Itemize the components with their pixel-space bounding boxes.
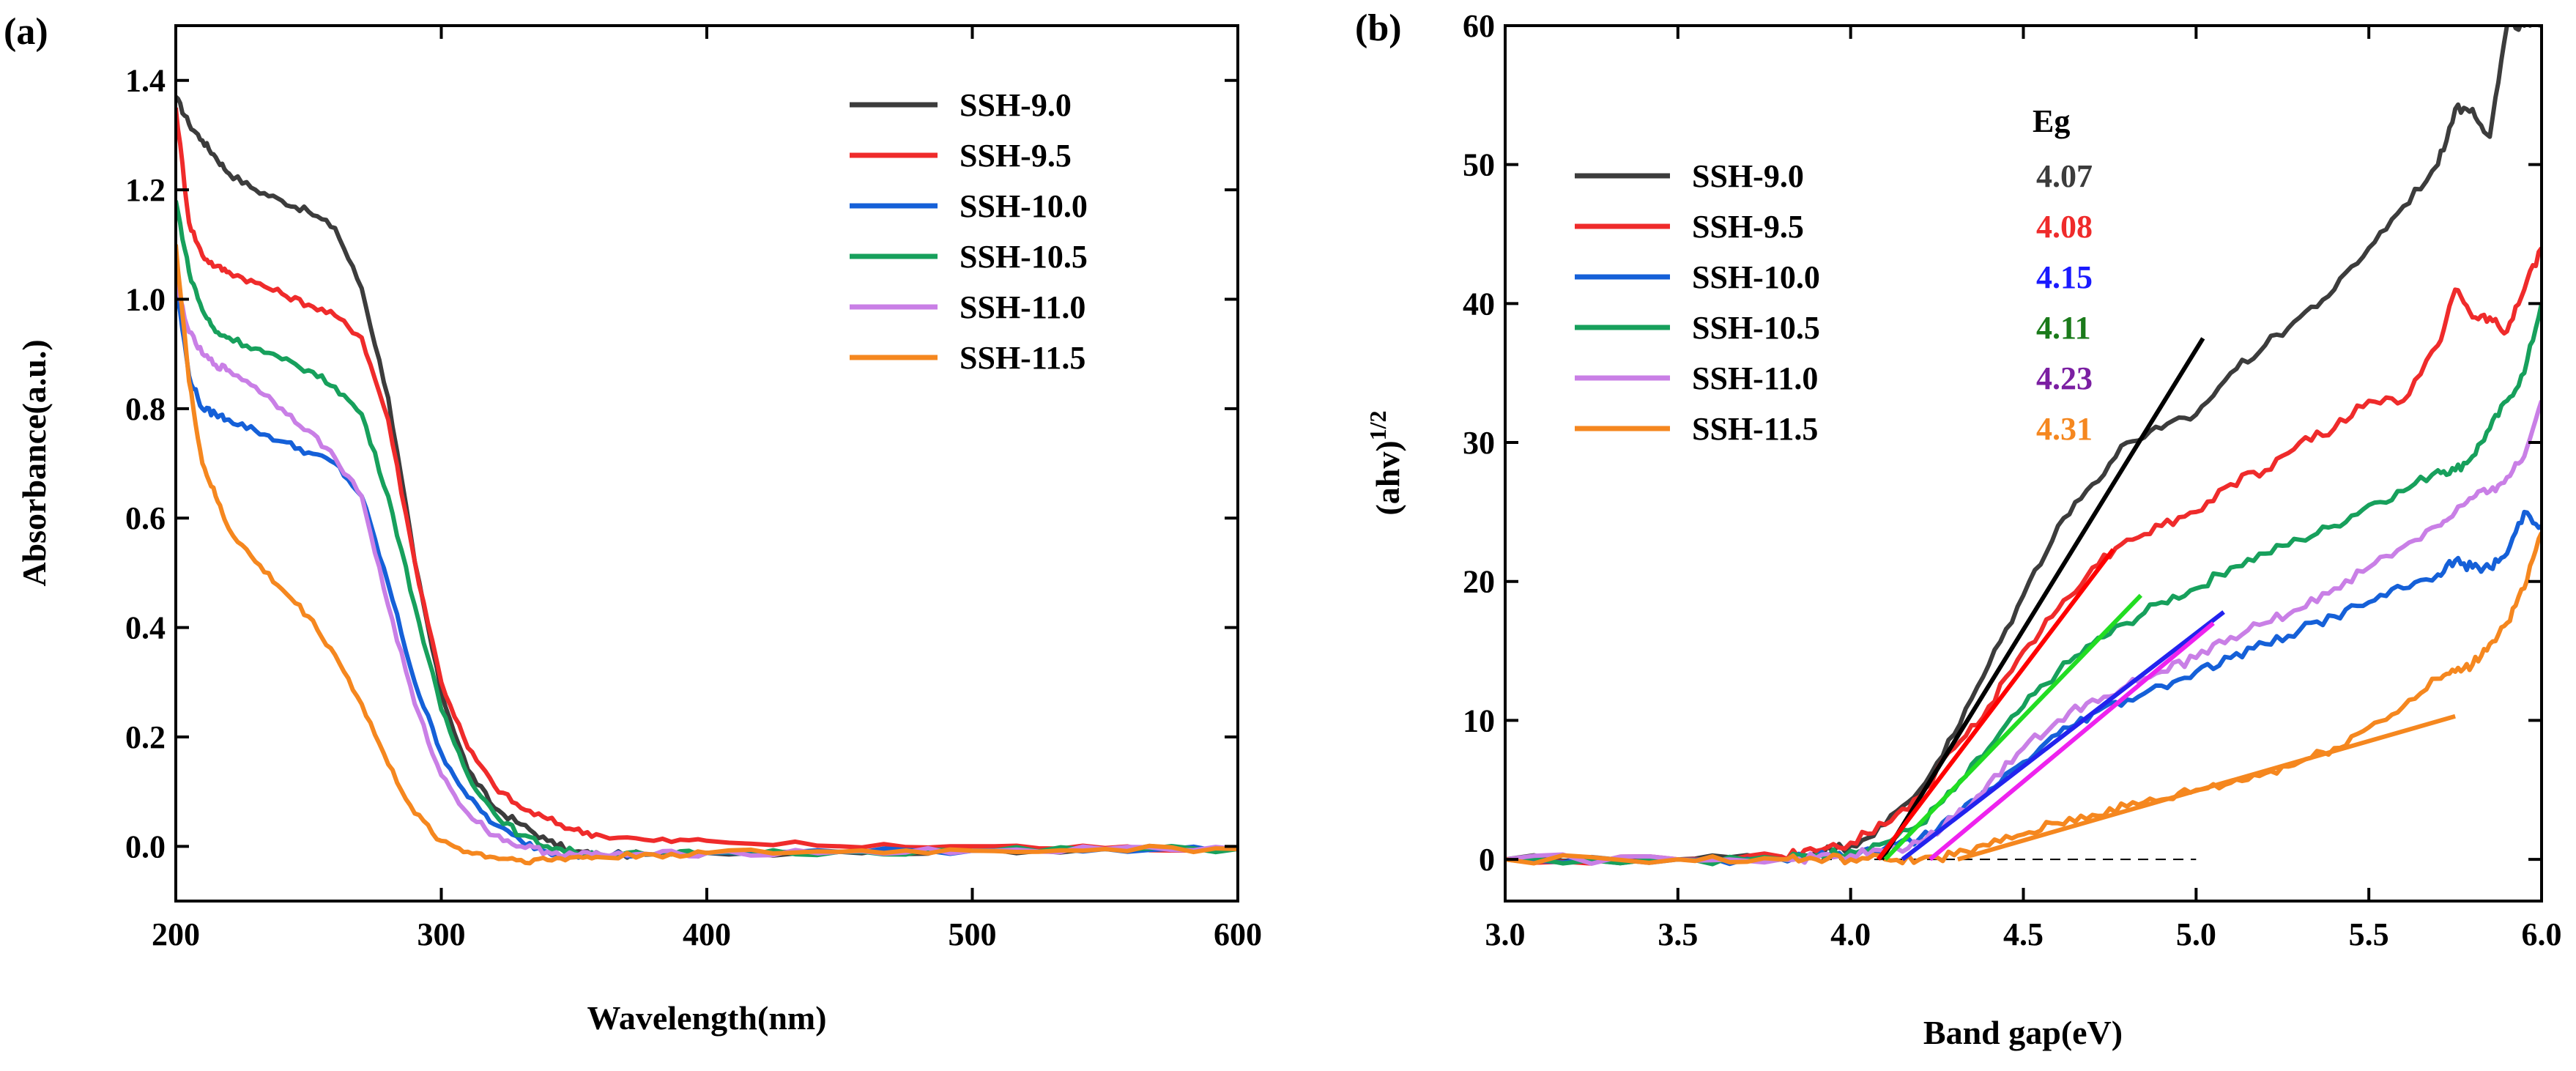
panel-b-legend-label: SSH-10.5: [1692, 310, 1820, 346]
panel-a-legend-label: SSH-9.0: [959, 87, 1072, 123]
panel-b-ylabel-base: (ahv): [1369, 440, 1406, 515]
panel-b-fit-ssh-10-0-fit: [1901, 610, 2225, 861]
panel-b-fit-ssh-9-5-fit: [1877, 548, 2115, 861]
panel-a-ytick-label: 1.2: [125, 172, 166, 208]
panel-b-series-ssh-10-0: [1505, 509, 2542, 867]
panel-a-xlabel: Wavelength(nm): [587, 999, 826, 1037]
panel-b-ytick-label: 50: [1463, 147, 1495, 183]
panel-b-ytick-label: 10: [1463, 703, 1495, 738]
panel-b-xlabel: Band gap(eV): [1923, 1014, 2123, 1051]
panel-a-legend-label: SSH-10.0: [959, 188, 1088, 224]
panel-b-xtick-label: 5.5: [2349, 916, 2389, 952]
panel-a-legend-label: SSH-11.0: [959, 289, 1085, 325]
panel-a-ytick-label: 0.0: [125, 829, 166, 864]
panel-b-ytick-label: 30: [1463, 425, 1495, 461]
panel-b-xtick-label: 3.0: [1485, 916, 1526, 952]
panel-b-legend-label: SSH-11.0: [1692, 360, 1818, 396]
panel-a-ytick-label: 0.6: [125, 500, 166, 536]
panel-a-series-ssh-11-5: [176, 244, 1238, 866]
panel-b-legend-label: SSH-9.5: [1692, 209, 1804, 245]
panel-a-chart: (a) 200 300 400 500 600 0.0 0.2 0.4 0.6 0.8 1.0 1.2…: [4, 11, 1262, 1037]
panel-b-fit-ssh-10-5-fit: [1883, 593, 2143, 861]
panel-b-series-ssh-9-0: [1505, 26, 2542, 866]
panel-b-series-ssh-11-0: [1505, 400, 2542, 866]
panel-b-fit-ssh-11-0-fit: [1929, 621, 2215, 861]
panel-a-legend-label: SSH-9.5: [959, 138, 1072, 174]
panel-b-legend-label: SSH-10.0: [1692, 259, 1820, 295]
panel-a-ytick-label: 0.4: [125, 610, 166, 646]
panel-a-series-ssh-9-5: [176, 107, 1238, 853]
panel-b-ytick-label: 60: [1463, 8, 1495, 44]
panel-b-xtick-label: 3.5: [1658, 916, 1698, 952]
panel-b-ylabel-sup: 1/2: [1365, 410, 1391, 440]
panel-a-xtick-label: 200: [152, 916, 200, 952]
panel-b-legend-eg: 4.11: [2036, 310, 2091, 346]
panel-b-xtick-label: 4.0: [1830, 916, 1871, 952]
panel-a-legend-label: SSH-10.5: [959, 239, 1088, 275]
panel-b-ytick-label: 40: [1463, 286, 1495, 322]
panel-b-legend-header: Eg: [2033, 103, 2070, 139]
panel-b-legend-label: SSH-11.5: [1692, 411, 1818, 447]
panel-a-ylabel: Absorbance(a.u.): [15, 339, 53, 586]
panel-b-legend-eg: 4.15: [2036, 259, 2093, 295]
panel-b-ytick-label: 0: [1479, 842, 1495, 878]
panel-b-legend-eg: 4.07: [2036, 158, 2093, 194]
panel-a-ytick-label: 0.2: [125, 719, 166, 755]
panel-b-label: (b): [1355, 7, 1402, 49]
panel-a-xtick-label: 300: [417, 916, 466, 952]
panel-a-xtick-label: 400: [683, 916, 731, 952]
panel-b-legend-label: SSH-9.0: [1692, 158, 1804, 194]
panel-b-series-ssh-9-5: [1505, 246, 2542, 866]
panel-b-fit-ssh-9-0-fit: [1879, 337, 2205, 861]
panel-b-fit-ssh-11-5-fit: [1957, 714, 2456, 861]
panel-b-chart: (b) 3.0 3.5 4.0 4.5 5.0 5.5 6.0 0 10 20 30 40 50 60 E…: [1355, 7, 2562, 1051]
panel-b-xtick-label: 5.0: [2176, 916, 2216, 952]
panel-b-ytick-label: 20: [1463, 564, 1495, 600]
panel-b-series-ssh-10-5: [1505, 303, 2542, 867]
panel-a-ytick-label: 1.4: [125, 63, 166, 99]
panel-a-label: (a): [4, 11, 48, 53]
panel-b-legend-eg: 4.23: [2036, 360, 2093, 396]
panel-a-ytick-label: 1.0: [125, 281, 166, 317]
panel-b-xtick-label: 4.5: [2003, 916, 2044, 952]
panel-b-ylabel: (ahv)1/2: [1365, 410, 1406, 515]
panel-a-xtick-label: 600: [1214, 916, 1262, 952]
panel-a-xtick-label: 500: [949, 916, 997, 952]
panel-b-xtick-label: 6.0: [2522, 916, 2562, 952]
panel-b-frame: [1504, 24, 2543, 903]
panel-b-legend-eg: 4.31: [2036, 411, 2093, 447]
panel-b-series-ssh-11-5: [1505, 532, 2542, 866]
panel-b-legend-eg: 4.08: [2036, 209, 2093, 245]
panel-a-legend-label: SSH-11.5: [959, 340, 1085, 376]
panel-a-ytick-label: 0.8: [125, 391, 166, 427]
